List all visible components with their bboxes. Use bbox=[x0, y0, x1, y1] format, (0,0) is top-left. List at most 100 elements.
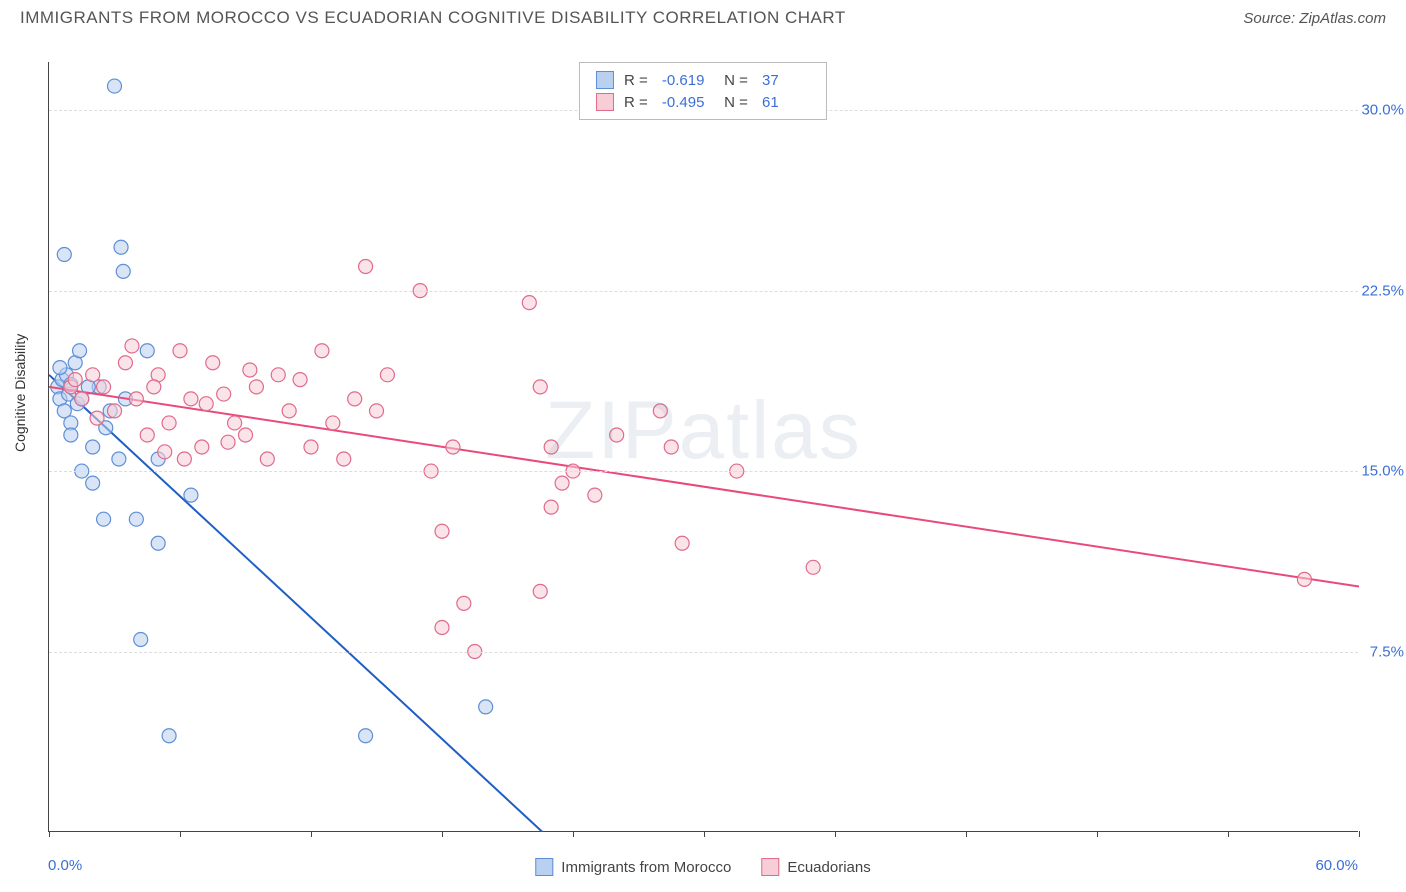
data-point bbox=[653, 404, 667, 418]
x-axis-min-label: 0.0% bbox=[48, 857, 82, 874]
chart-title: IMMIGRANTS FROM MOROCCO VS ECUADORIAN CO… bbox=[20, 8, 846, 28]
stats-swatch bbox=[596, 93, 614, 111]
x-tick bbox=[704, 831, 705, 837]
x-tick bbox=[1097, 831, 1098, 837]
stats-row: R = -0.619 N = 37 bbox=[596, 69, 810, 91]
data-point bbox=[249, 380, 263, 394]
data-point bbox=[86, 476, 100, 490]
data-point bbox=[86, 368, 100, 382]
data-point bbox=[1297, 572, 1311, 586]
x-axis-max-label: 60.0% bbox=[1315, 857, 1358, 874]
x-tick bbox=[442, 831, 443, 837]
y-tick-label: 22.5% bbox=[1358, 282, 1406, 299]
data-point bbox=[522, 296, 536, 310]
data-point bbox=[260, 452, 274, 466]
x-tick bbox=[180, 831, 181, 837]
legend-item: Ecuadorians bbox=[761, 858, 870, 876]
y-tick-label: 7.5% bbox=[1358, 643, 1406, 660]
legend-label: Immigrants from Morocco bbox=[561, 859, 731, 876]
data-point bbox=[315, 344, 329, 358]
data-point bbox=[479, 700, 493, 714]
x-tick bbox=[966, 831, 967, 837]
correlation-stats-box: R = -0.619 N = 37R = -0.495 N = 61 bbox=[579, 62, 827, 120]
data-point bbox=[195, 440, 209, 454]
data-point bbox=[370, 404, 384, 418]
legend-label: Ecuadorians bbox=[787, 859, 870, 876]
data-point bbox=[664, 440, 678, 454]
data-point bbox=[544, 440, 558, 454]
data-point bbox=[162, 416, 176, 430]
stats-row: R = -0.495 N = 61 bbox=[596, 91, 810, 113]
data-point bbox=[116, 264, 130, 278]
x-tick bbox=[573, 831, 574, 837]
source-attribution: Source: ZipAtlas.com bbox=[1243, 10, 1386, 27]
x-tick bbox=[49, 831, 50, 837]
data-point bbox=[588, 488, 602, 502]
data-point bbox=[173, 344, 187, 358]
stats-swatch bbox=[596, 71, 614, 89]
data-point bbox=[348, 392, 362, 406]
y-tick-label: 30.0% bbox=[1358, 102, 1406, 119]
data-point bbox=[533, 380, 547, 394]
data-point bbox=[544, 500, 558, 514]
scatter-svg bbox=[49, 62, 1359, 832]
bottom-legend: Immigrants from Morocco Ecuadorians bbox=[535, 858, 870, 876]
data-point bbox=[57, 248, 71, 262]
data-point bbox=[118, 356, 132, 370]
data-point bbox=[151, 536, 165, 550]
data-point bbox=[86, 440, 100, 454]
data-point bbox=[806, 560, 820, 574]
data-point bbox=[177, 452, 191, 466]
stats-n-value: 61 bbox=[762, 94, 810, 111]
data-point bbox=[184, 488, 198, 502]
data-point bbox=[129, 392, 143, 406]
data-point bbox=[359, 260, 373, 274]
x-tick bbox=[311, 831, 312, 837]
x-tick bbox=[1359, 831, 1360, 837]
x-tick bbox=[1228, 831, 1229, 837]
data-point bbox=[114, 240, 128, 254]
stats-r-label: R = bbox=[624, 72, 652, 89]
source-prefix: Source: bbox=[1243, 10, 1299, 27]
data-point bbox=[158, 445, 172, 459]
stats-n-label: N = bbox=[720, 94, 752, 111]
data-point bbox=[435, 524, 449, 538]
data-point bbox=[359, 729, 373, 743]
data-point bbox=[162, 729, 176, 743]
data-point bbox=[140, 344, 154, 358]
data-point bbox=[380, 368, 394, 382]
source-link[interactable]: ZipAtlas.com bbox=[1299, 10, 1386, 27]
data-point bbox=[97, 380, 111, 394]
legend-item: Immigrants from Morocco bbox=[535, 858, 731, 876]
data-point bbox=[337, 452, 351, 466]
data-point bbox=[199, 397, 213, 411]
data-point bbox=[610, 428, 624, 442]
data-point bbox=[64, 428, 78, 442]
data-point bbox=[326, 416, 340, 430]
legend-swatch bbox=[761, 858, 779, 876]
data-point bbox=[125, 339, 139, 353]
grid-line bbox=[49, 652, 1358, 653]
data-point bbox=[555, 476, 569, 490]
data-point bbox=[184, 392, 198, 406]
stats-n-label: N = bbox=[720, 72, 752, 89]
data-point bbox=[129, 512, 143, 526]
data-point bbox=[533, 584, 547, 598]
data-point bbox=[68, 373, 82, 387]
data-point bbox=[282, 404, 296, 418]
data-point bbox=[206, 356, 220, 370]
data-point bbox=[140, 428, 154, 442]
data-point bbox=[675, 536, 689, 550]
data-point bbox=[75, 392, 89, 406]
data-point bbox=[446, 440, 460, 454]
grid-line bbox=[49, 471, 1358, 472]
data-point bbox=[134, 633, 148, 647]
data-point bbox=[435, 620, 449, 634]
plot-area: ZIPatlas 7.5%15.0%22.5%30.0% bbox=[48, 62, 1358, 832]
chart-container: Cognitive Disability ZIPatlas 7.5%15.0%2… bbox=[0, 32, 1406, 882]
data-point bbox=[228, 416, 242, 430]
data-point bbox=[108, 404, 122, 418]
y-tick-label: 15.0% bbox=[1358, 463, 1406, 480]
y-axis-title: Cognitive Disability bbox=[12, 334, 28, 452]
stats-n-value: 37 bbox=[762, 72, 810, 89]
